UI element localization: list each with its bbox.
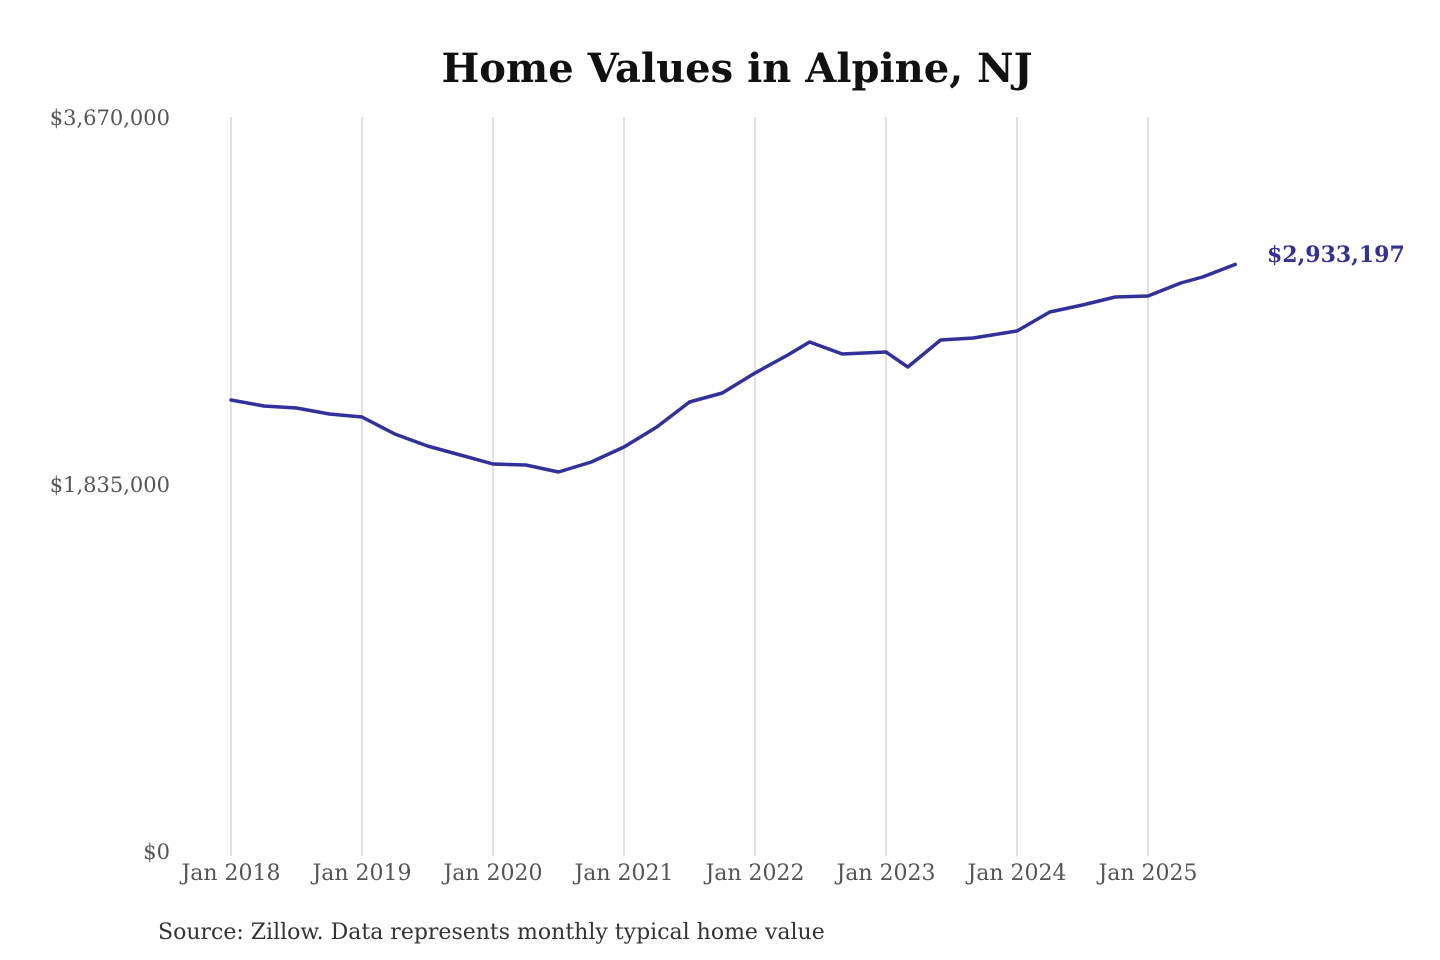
x-tick-label: Jan 2020: [441, 861, 542, 886]
x-tick-label: Jan 2019: [310, 861, 411, 886]
y-tick-label: $1,835,000: [50, 473, 170, 497]
grid: [230, 117, 1149, 856]
x-tick-label: Jan 2024: [965, 861, 1066, 886]
x-tick-label: Jan 2018: [179, 861, 280, 886]
source-note: Source: Zillow. Data represents monthly …: [158, 920, 825, 945]
x-tick-label: Jan 2023: [834, 861, 935, 886]
x-tick-label: Jan 2021: [572, 861, 673, 886]
y-axis: $0 $1,835,000 $3,670,000: [50, 106, 170, 864]
x-tick-label: Jan 2025: [1096, 861, 1197, 886]
series-line: [229, 262, 1238, 474]
series: [229, 262, 1238, 474]
y-tick-label: $0: [143, 840, 170, 864]
x-axis: Jan 2018 Jan 2019 Jan 2020 Jan 2021 Jan 2022…: [179, 861, 1197, 886]
x-tick-label: Jan 2022: [703, 861, 804, 886]
y-tick-label: $3,670,000: [50, 106, 170, 130]
chart-title: Home Values in Alpine, NJ: [441, 45, 1032, 92]
end-value-label: $2,933,197: [1267, 242, 1405, 268]
